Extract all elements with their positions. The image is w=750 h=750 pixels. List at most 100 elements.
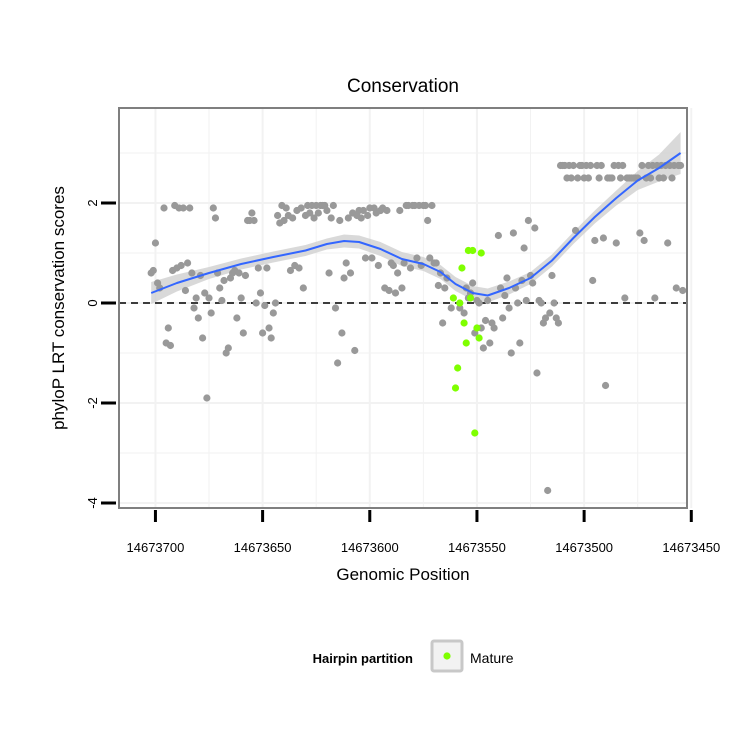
data-point-other bbox=[400, 259, 408, 267]
smooth-line-layer bbox=[150, 152, 682, 297]
data-point-other bbox=[297, 204, 305, 212]
data-point-other bbox=[267, 334, 275, 342]
data-point-other bbox=[396, 206, 404, 215]
data-point-other bbox=[460, 309, 468, 317]
data-point-other bbox=[342, 259, 350, 267]
data-point-other bbox=[550, 299, 558, 307]
data-point-other bbox=[166, 341, 175, 350]
data-point-mature bbox=[462, 339, 470, 347]
data-point-other bbox=[612, 239, 620, 247]
y-tick-label: 2 bbox=[85, 199, 100, 206]
data-point-other bbox=[364, 211, 372, 220]
data-point-other bbox=[194, 314, 202, 322]
data-point-other bbox=[340, 274, 348, 282]
smooth-trend-line bbox=[150, 152, 682, 297]
x-axis: 14673700 14673650 14673600 14673550 14673500… bbox=[127, 510, 720, 555]
data-point-mature bbox=[469, 246, 477, 255]
data-point-other bbox=[209, 204, 217, 212]
x-tick-label: 14673450 bbox=[662, 540, 720, 555]
data-point-other bbox=[299, 284, 307, 292]
data-point-other bbox=[256, 289, 265, 297]
data-point-other bbox=[533, 369, 541, 377]
data-point-other bbox=[520, 244, 528, 252]
data-point-other bbox=[186, 204, 194, 212]
data-point-mature bbox=[477, 249, 485, 257]
data-point-other bbox=[289, 214, 297, 222]
data-point-other bbox=[571, 226, 580, 235]
data-point-other bbox=[406, 264, 415, 272]
data-point-other bbox=[490, 324, 498, 332]
data-point-other bbox=[426, 254, 434, 262]
data-point-other bbox=[621, 294, 629, 302]
data-point-other bbox=[164, 324, 172, 332]
data-point-other bbox=[233, 314, 241, 322]
data-point-other bbox=[679, 286, 687, 295]
data-point-other bbox=[424, 216, 432, 225]
data-point-other bbox=[447, 304, 455, 312]
data-point-mature bbox=[456, 299, 464, 307]
data-point-other bbox=[501, 291, 509, 300]
data-point-other bbox=[241, 271, 250, 280]
data-point-other bbox=[177, 261, 185, 270]
data-point-other bbox=[224, 344, 232, 352]
data-point-other bbox=[456, 304, 464, 312]
smooth-band-layer bbox=[151, 132, 681, 304]
data-point-other bbox=[413, 254, 421, 262]
data-point-other bbox=[569, 161, 578, 170]
data-point-other bbox=[329, 201, 337, 210]
data-point-other bbox=[469, 279, 477, 287]
data-point-other bbox=[239, 329, 247, 337]
data-point-other bbox=[383, 206, 391, 215]
data-point-mature bbox=[466, 294, 475, 302]
data-point-other bbox=[271, 299, 280, 307]
data-point-other bbox=[149, 266, 157, 275]
x-tick-label: 14673700 bbox=[127, 540, 185, 555]
data-point-other bbox=[548, 271, 556, 280]
data-point-other bbox=[537, 299, 545, 307]
data-point-other bbox=[344, 214, 352, 222]
data-point-other bbox=[672, 284, 680, 292]
data-point-other bbox=[616, 174, 625, 182]
data-point-mature bbox=[454, 364, 462, 372]
data-point-other bbox=[608, 174, 616, 182]
data-point-other bbox=[336, 216, 344, 225]
data-point-other bbox=[668, 174, 676, 182]
data-point-other bbox=[676, 161, 685, 170]
data-point-other bbox=[254, 264, 262, 272]
data-point-other bbox=[216, 284, 224, 292]
data-point-other bbox=[359, 206, 367, 215]
data-point-other bbox=[179, 204, 187, 212]
data-point-other bbox=[421, 201, 430, 210]
data-point-other bbox=[646, 174, 655, 182]
data-point-other bbox=[394, 269, 402, 277]
data-point-other bbox=[274, 211, 282, 220]
data-point-other bbox=[252, 299, 260, 307]
data-point-other bbox=[531, 224, 539, 232]
data-point-other bbox=[601, 381, 610, 390]
legend-mature-swatch bbox=[443, 652, 451, 660]
points-mature-series bbox=[449, 246, 485, 437]
data-point-other bbox=[595, 174, 603, 182]
data-point-other bbox=[250, 216, 258, 225]
data-point-other bbox=[160, 204, 168, 212]
y-tick-label: 0 bbox=[85, 299, 100, 306]
data-point-other bbox=[282, 204, 290, 212]
data-point-other bbox=[323, 206, 331, 215]
data-point-other bbox=[151, 239, 160, 247]
data-point-other bbox=[428, 201, 436, 210]
data-point-other bbox=[198, 334, 207, 342]
data-point-other bbox=[481, 316, 490, 325]
data-point-other bbox=[499, 314, 507, 322]
data-point-mature bbox=[458, 264, 466, 272]
data-point-other bbox=[619, 161, 627, 170]
data-point-other bbox=[599, 234, 608, 242]
data-point-other bbox=[544, 486, 552, 495]
x-axis-label: Genomic Position bbox=[336, 565, 469, 584]
data-point-other bbox=[374, 261, 382, 270]
data-point-mature bbox=[449, 294, 457, 302]
data-point-other bbox=[368, 254, 376, 262]
data-point-other bbox=[432, 259, 440, 267]
data-point-mature bbox=[473, 324, 481, 332]
data-point-other bbox=[220, 276, 228, 285]
data-point-mature bbox=[471, 429, 479, 437]
